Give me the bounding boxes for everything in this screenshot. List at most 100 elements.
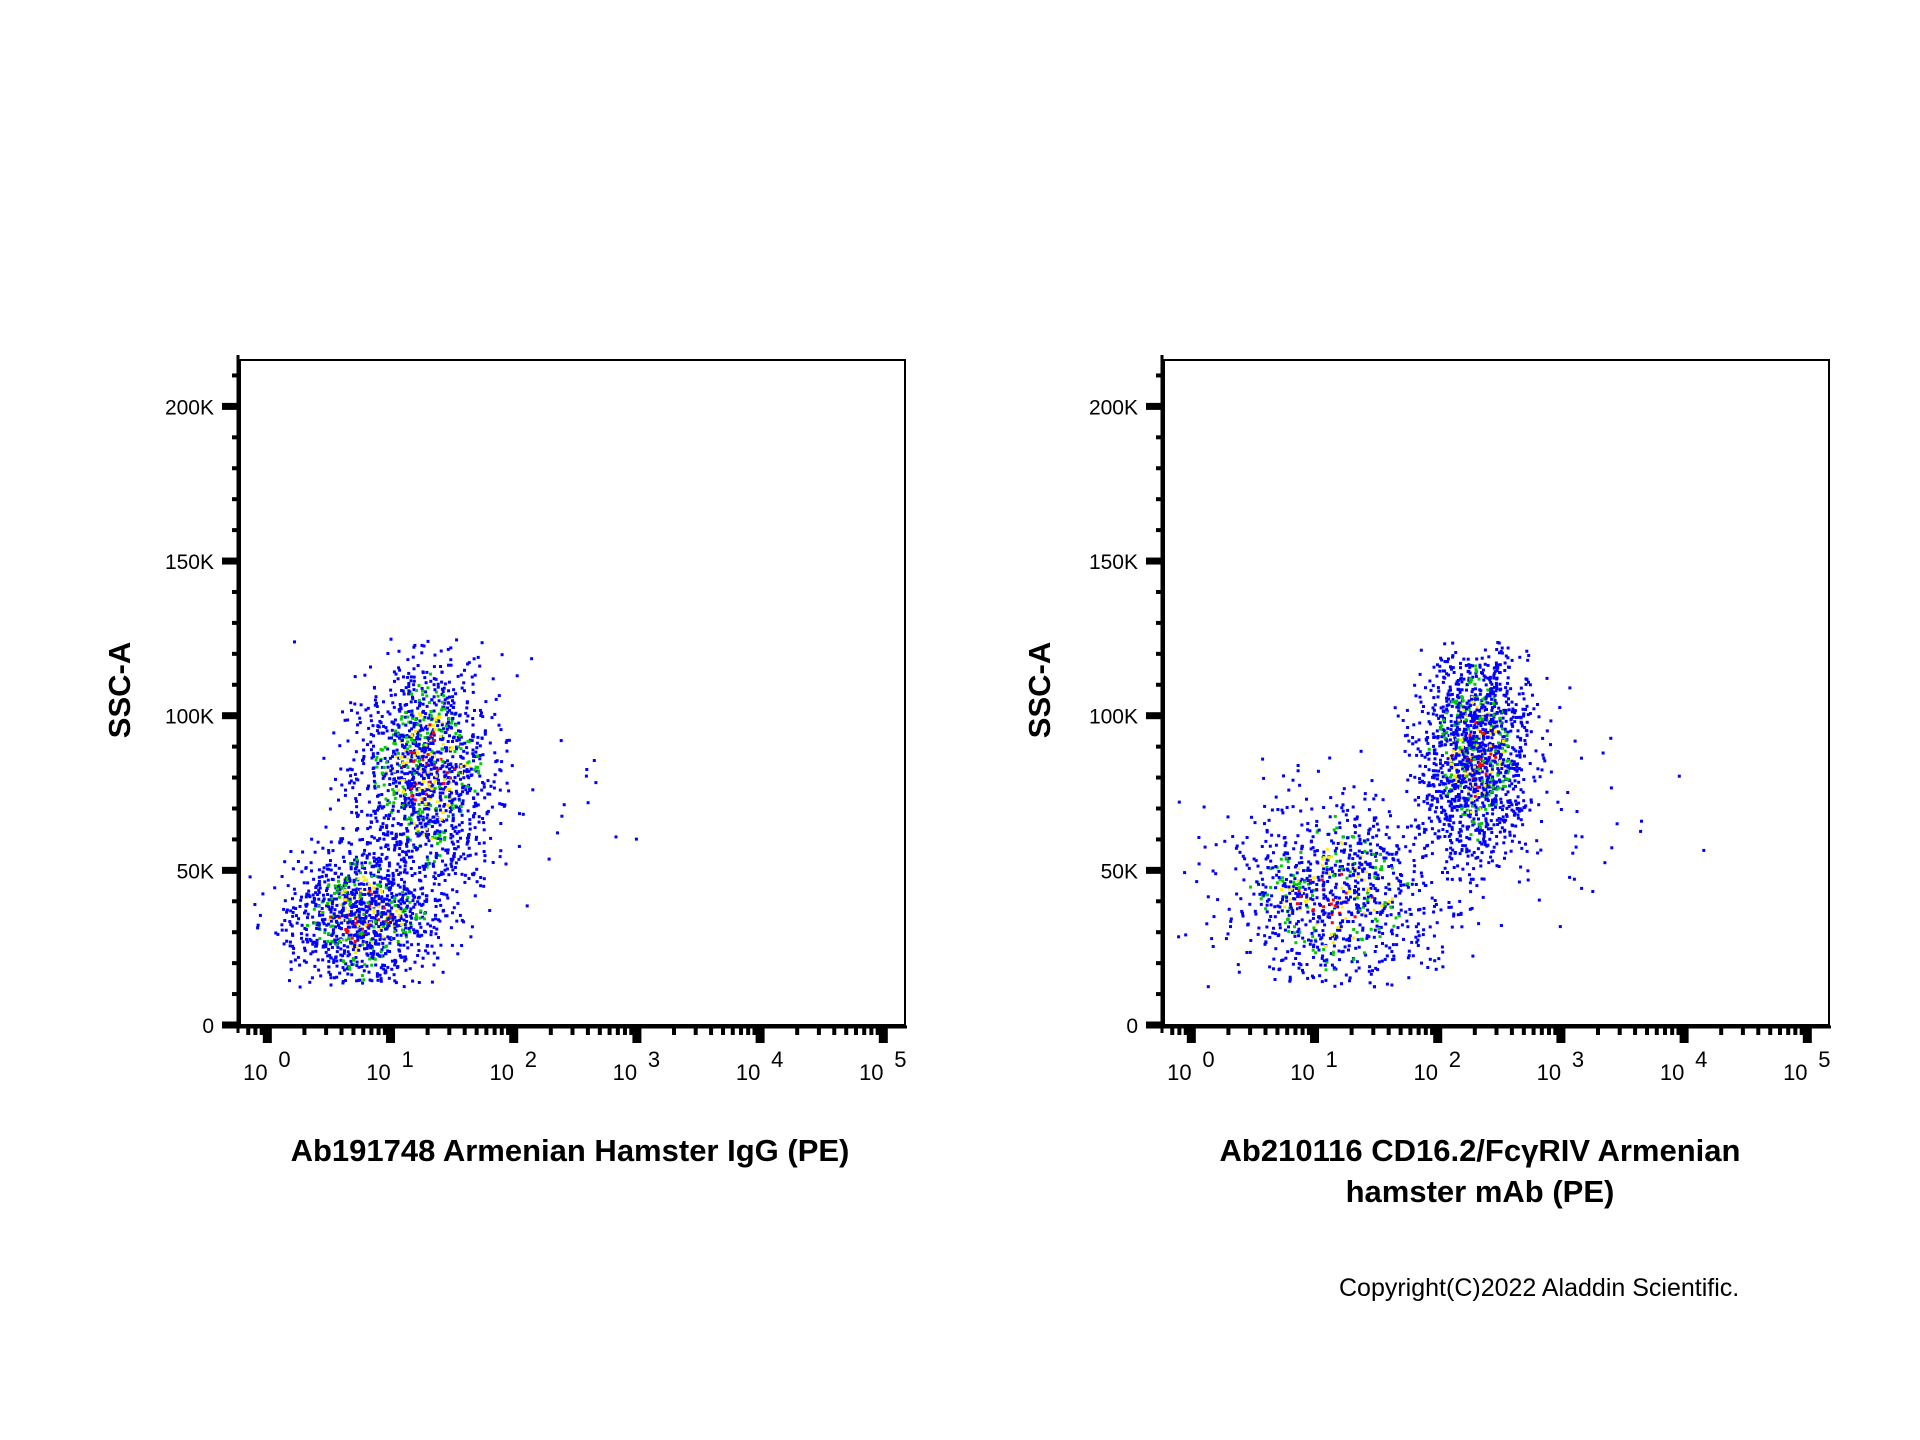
data-point <box>1480 671 1483 675</box>
data-point <box>1478 764 1481 768</box>
data-point <box>317 880 321 883</box>
data-point <box>361 927 364 931</box>
data-point <box>1491 690 1495 694</box>
data-point <box>1478 709 1482 712</box>
data-point <box>391 733 395 737</box>
data-point <box>1498 806 1502 810</box>
data-point <box>462 749 466 753</box>
data-point <box>437 699 441 703</box>
data-point <box>1422 911 1426 915</box>
data-point <box>510 764 514 768</box>
data-point <box>433 787 437 790</box>
data-point <box>407 801 411 805</box>
data-point <box>446 710 450 714</box>
data-point <box>1464 780 1468 784</box>
data-point <box>386 765 390 769</box>
data-point <box>408 838 412 842</box>
data-point <box>1417 796 1420 799</box>
data-point <box>368 941 372 945</box>
data-point <box>318 937 322 940</box>
data-point <box>387 903 391 907</box>
data-point <box>424 755 428 759</box>
data-point <box>420 774 423 778</box>
data-point <box>311 950 315 954</box>
data-point <box>354 878 358 882</box>
data-point <box>1508 766 1512 770</box>
data-point <box>1422 928 1426 932</box>
data-point <box>404 926 408 930</box>
data-point <box>415 832 419 835</box>
x-tick-label: 10 <box>243 1060 267 1085</box>
data-point <box>1475 716 1479 720</box>
data-point <box>1502 735 1506 739</box>
data-point <box>1506 656 1510 660</box>
data-point <box>338 841 342 845</box>
data-point <box>450 718 454 722</box>
data-point <box>301 940 305 944</box>
data-point <box>1477 754 1481 758</box>
data-point <box>1341 809 1345 813</box>
data-point <box>474 769 478 773</box>
data-point <box>1481 755 1485 759</box>
data-point <box>344 898 347 902</box>
data-point <box>1462 777 1466 780</box>
data-point <box>1413 864 1417 868</box>
data-point <box>360 771 364 775</box>
data-point <box>451 695 455 699</box>
data-point <box>1475 705 1479 709</box>
data-point <box>1460 673 1463 677</box>
data-point <box>1525 649 1529 653</box>
data-point <box>311 942 315 946</box>
data-point <box>1334 967 1338 971</box>
data-point <box>1292 847 1296 851</box>
data-point <box>1472 773 1476 777</box>
data-point <box>354 797 358 801</box>
data-point <box>1458 827 1462 831</box>
data-point <box>408 929 412 933</box>
data-point <box>1413 836 1417 840</box>
data-point <box>410 753 414 757</box>
data-point <box>1481 743 1485 746</box>
data-point <box>399 794 403 798</box>
data-point <box>1366 838 1370 842</box>
data-point <box>1433 904 1436 908</box>
data-point <box>1519 686 1523 690</box>
data-point <box>1278 922 1282 926</box>
data-point <box>1357 834 1361 838</box>
data-point <box>366 827 370 831</box>
data-point <box>1509 729 1513 733</box>
data-point <box>492 780 496 784</box>
data-point <box>329 915 333 919</box>
data-point <box>348 967 352 971</box>
data-point <box>316 958 320 962</box>
data-point <box>1439 794 1443 798</box>
data-point <box>1510 782 1514 786</box>
data-point <box>1512 813 1516 817</box>
data-point <box>1446 779 1450 782</box>
data-point <box>429 924 432 928</box>
data-point <box>329 983 333 987</box>
data-point <box>1504 694 1508 698</box>
data-point <box>432 815 436 819</box>
data-point <box>455 782 459 786</box>
data-point <box>387 976 391 980</box>
data-point <box>404 793 408 796</box>
data-point <box>437 874 441 877</box>
data-point <box>1435 729 1439 733</box>
data-point <box>1394 916 1398 920</box>
data-point <box>482 785 486 789</box>
data-point <box>1490 706 1494 710</box>
data-point <box>1433 748 1437 752</box>
data-point <box>350 910 353 914</box>
data-point <box>1497 741 1500 745</box>
data-point <box>1443 660 1447 663</box>
data-point <box>1366 891 1370 895</box>
data-point <box>1491 786 1495 790</box>
data-point <box>1425 794 1429 798</box>
data-point <box>1448 738 1452 742</box>
data-point <box>1291 874 1295 877</box>
data-point <box>422 917 426 921</box>
data-point <box>368 841 372 845</box>
data-point <box>1432 762 1436 765</box>
data-point <box>1436 773 1440 777</box>
